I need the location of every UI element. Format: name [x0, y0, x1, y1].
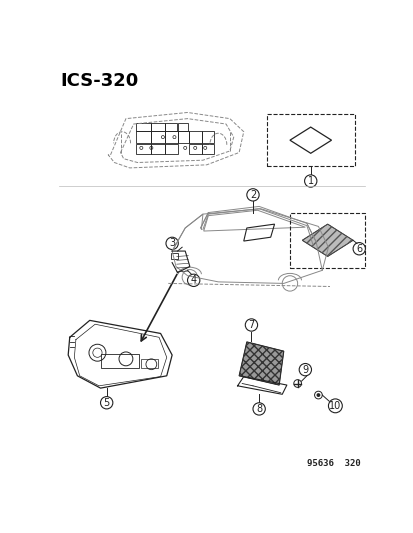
Polygon shape	[239, 342, 283, 385]
Bar	[189, 131, 202, 143]
Circle shape	[352, 243, 365, 255]
Text: 3: 3	[169, 238, 175, 248]
Circle shape	[299, 364, 311, 376]
Bar	[202, 131, 213, 143]
Bar	[135, 131, 151, 143]
Bar	[135, 144, 151, 154]
Circle shape	[187, 274, 199, 287]
Text: 1: 1	[307, 176, 313, 186]
Bar	[170, 253, 177, 259]
Text: 6: 6	[355, 244, 361, 254]
Bar	[135, 123, 151, 131]
Bar	[151, 144, 165, 154]
Bar	[165, 123, 176, 131]
Polygon shape	[301, 224, 352, 256]
Circle shape	[100, 397, 113, 409]
Text: 4: 4	[190, 276, 196, 285]
Bar	[100, 354, 139, 368]
Bar	[189, 144, 202, 154]
Circle shape	[304, 175, 316, 187]
Circle shape	[244, 319, 257, 331]
Text: 5: 5	[103, 398, 109, 408]
Text: 95636  320: 95636 320	[306, 459, 360, 468]
Bar	[165, 144, 177, 154]
Bar	[266, 114, 354, 166]
Circle shape	[246, 189, 259, 201]
Text: ICS-320: ICS-320	[60, 71, 138, 90]
Text: 7: 7	[248, 320, 254, 330]
Text: 8: 8	[256, 404, 261, 414]
Bar	[151, 123, 165, 131]
FancyArrowPatch shape	[141, 274, 176, 341]
Bar	[289, 213, 365, 268]
Text: 9: 9	[301, 365, 308, 375]
Circle shape	[328, 399, 342, 413]
Bar	[177, 123, 188, 131]
Bar	[151, 131, 165, 143]
Text: 10: 10	[328, 401, 341, 411]
Text: 2: 2	[249, 190, 256, 200]
Circle shape	[166, 237, 178, 249]
Bar	[165, 131, 177, 143]
Circle shape	[316, 393, 320, 397]
Bar	[177, 131, 189, 143]
Bar	[202, 144, 213, 154]
Bar	[141, 359, 158, 368]
Circle shape	[252, 403, 265, 415]
